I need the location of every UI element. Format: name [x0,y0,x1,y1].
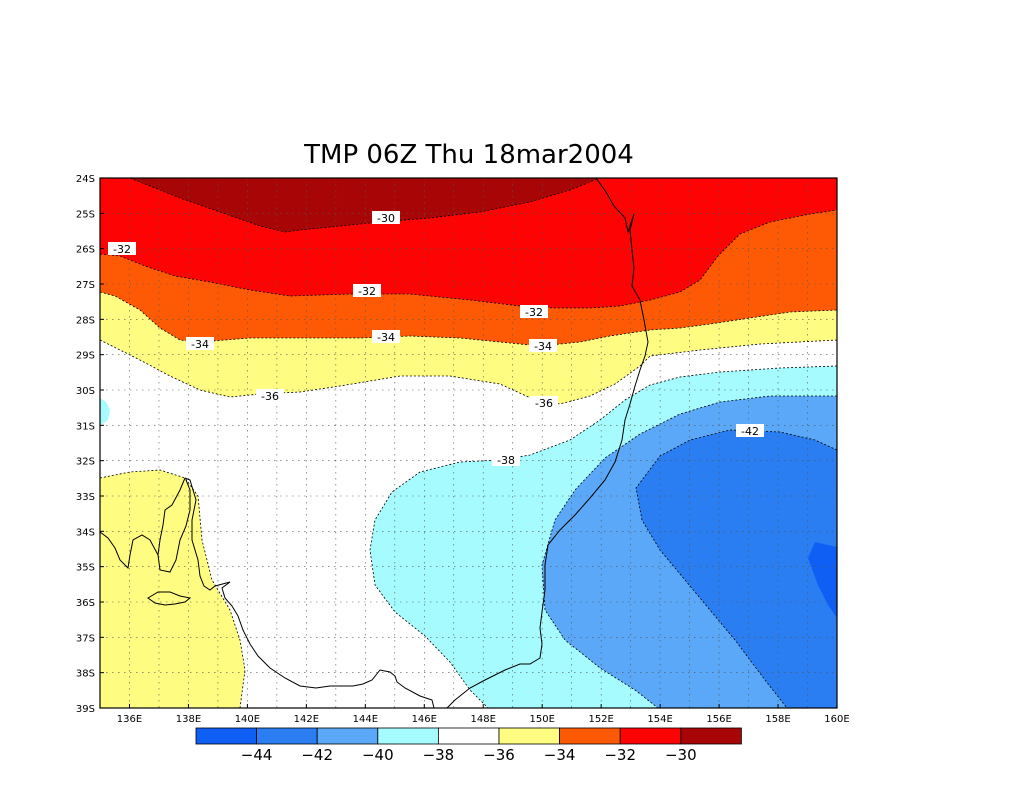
colorbar-swatch [437,727,500,745]
contour-line-minus34 [100,291,837,347]
contour-line-minus30 [129,178,601,233]
band-minus36-minus34-southwest [100,470,245,708]
lon-tick-label: 148E [471,714,496,725]
contour-label-minus38: -38 [497,454,515,467]
lon-tick-label: 152E [588,714,613,725]
lon-tick-label: 160E [824,714,849,725]
filled-contours [100,178,837,708]
lat-tick-label: 29S [76,351,95,362]
band-below-minus44 [808,542,837,618]
colorbar-swatch [680,727,742,745]
contour-label-minus36-east: -36 [535,397,553,410]
lat-axis: 24S 25S 26S 27S 28S 29S 30S 31S 32S 33S 34S 35S 36S 3… [76,174,104,715]
colorbar-swatch [256,727,318,745]
colorbar-swatch [559,727,621,745]
lat-tick-label: 30S [76,386,95,397]
colorbar-tick-label: −38 [423,746,455,764]
lat-tick-label: 38S [76,669,95,680]
contour-label-minus32-west: -32 [113,243,131,256]
coastline-gulf [157,477,191,573]
lon-tick-label: 138E [176,714,201,725]
map-title: TMP 06Z Thu 18mar2004 [304,140,634,170]
colorbar-swatch [619,727,682,745]
contour-label-minus36-west: -36 [261,390,279,403]
contour-label-minus32-east: -32 [525,306,543,319]
contour-label-minus30: -30 [377,212,395,225]
lon-axis: 136E 138E 140E 142E 144E 146E 148E 150E 152E 154E… [117,704,850,725]
lon-tick-label: 150E [529,714,554,725]
coastline-island [147,591,192,606]
colorbar-tick-label: −36 [483,746,515,764]
lat-tick-label: 36S [76,598,95,609]
coastline [100,178,649,708]
contour-label-minus34-east: -34 [534,340,552,353]
colorbar-tick-label: −30 [665,746,697,764]
contour-label-minus42: -42 [741,425,759,438]
lon-tick-label: 146E [412,714,437,725]
coastline-south [184,477,435,708]
colorbar-swatch [498,727,560,745]
lon-tick-label: 156E [706,714,731,725]
lon-tick-label: 158E [765,714,790,725]
contour-line-minus38 [369,365,837,708]
lat-tick-label: 32S [76,457,95,468]
lat-tick-label: 26S [76,245,95,256]
colorbar-swatch [377,727,439,745]
lat-tick-label: 33S [76,492,95,503]
contour-line-minus36-southwest [100,469,246,708]
colorbar-tick-label: −32 [604,746,636,764]
band-minus44-minus42 [636,430,837,708]
contour-line-minus36 [100,339,837,405]
lat-tick-label: 25S [76,209,95,220]
contour-line-minus32 [100,209,837,309]
colorbar-swatch [195,727,257,745]
colorbar-tick-label: −34 [544,746,576,764]
lon-tick-label: 154E [647,714,672,725]
band-minus40-minus38-west [100,398,110,426]
lat-tick-label: 28S [76,315,95,326]
lat-tick-label: 37S [76,633,95,644]
contour-label-minus34-central: -34 [377,331,395,344]
plot-frame [99,177,838,709]
lon-tick-label: 140E [235,714,260,725]
grid-lines [100,178,837,708]
lat-tick-label: 27S [76,280,95,291]
lat-tick-label: 24S [76,174,95,185]
lon-tick-label: 142E [294,714,319,725]
lat-tick-label: 39S [76,704,95,715]
lat-tick-label: 34S [76,527,95,538]
lon-tick-label: 136E [117,714,142,725]
colorbar-tick-label: −44 [241,746,273,764]
contour-line-minus42 [635,429,837,708]
colorbar-swatch [316,727,379,745]
contour-label-minus34-west: -34 [191,338,209,351]
lat-tick-label: 31S [76,421,95,432]
colorbar-tick-label: −42 [301,746,333,764]
coastline-peninsula [100,531,159,570]
colorbar-tick-label: −40 [362,746,394,764]
colorbar: −44 −42 −40 −38 −36 −34 −32 −30 [195,727,742,764]
contour-label-minus32-central: -32 [358,285,376,298]
contour-labels: -30 -32 -32 -32 -34 -34 -34 -36 -36 -38 … [108,211,764,467]
coastline-east [446,178,649,708]
lat-tick-label: 35S [76,563,95,574]
lon-tick-label: 144E [353,714,378,725]
contour-lines [100,178,837,708]
contour-line-minus40 [541,395,837,708]
